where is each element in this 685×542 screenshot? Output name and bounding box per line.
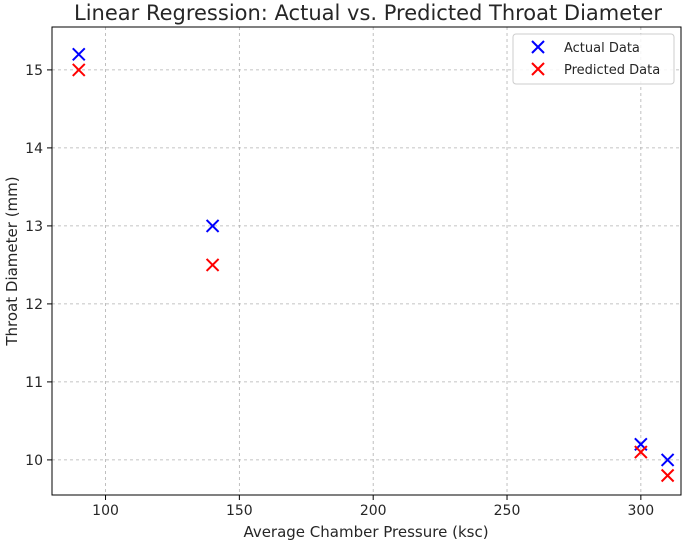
y-axis-label: Throat Diameter (mm) <box>3 176 21 346</box>
y-tick-label: 15 <box>25 63 43 79</box>
actual-data-point <box>205 219 220 233</box>
x-tick-label: 250 <box>494 503 521 519</box>
axis-ticks: 100 150 200 250 300 10 11 12 13 14 15 <box>25 63 654 519</box>
x-tick-label: 300 <box>627 503 654 519</box>
predicted-data-legend-marker <box>531 62 545 76</box>
actual-data-legend-marker <box>531 40 545 54</box>
y-tick-label: 10 <box>25 453 43 469</box>
y-tick-label: 14 <box>25 141 43 157</box>
legend: Actual Data Predicted Data <box>512 33 675 85</box>
y-tick-label: 11 <box>25 375 43 391</box>
grid <box>52 27 681 495</box>
x-tick-label: 100 <box>92 503 119 519</box>
actual-data-legend-label: Actual Data <box>564 41 640 56</box>
chart-title: Linear Regression: Actual vs. Predicted … <box>74 1 662 25</box>
x-tick-label: 200 <box>360 503 387 519</box>
data-points <box>72 47 675 483</box>
predicted-data-point <box>660 468 675 483</box>
x-axis-label: Average Chamber Pressure (ksc) <box>243 523 488 541</box>
actual-data-point <box>660 453 675 467</box>
legend-box <box>512 33 675 85</box>
predicted-data-point <box>634 445 648 459</box>
predicted-data-point <box>72 63 86 77</box>
plot-area-frame <box>51 26 682 496</box>
actual-data-point <box>72 47 86 62</box>
predicted-data-legend-label: Predicted Data <box>564 63 660 78</box>
y-tick-label: 13 <box>25 219 43 235</box>
predicted-data-point <box>205 258 220 272</box>
x-tick-label: 150 <box>226 503 253 519</box>
y-tick-label: 12 <box>25 297 43 313</box>
